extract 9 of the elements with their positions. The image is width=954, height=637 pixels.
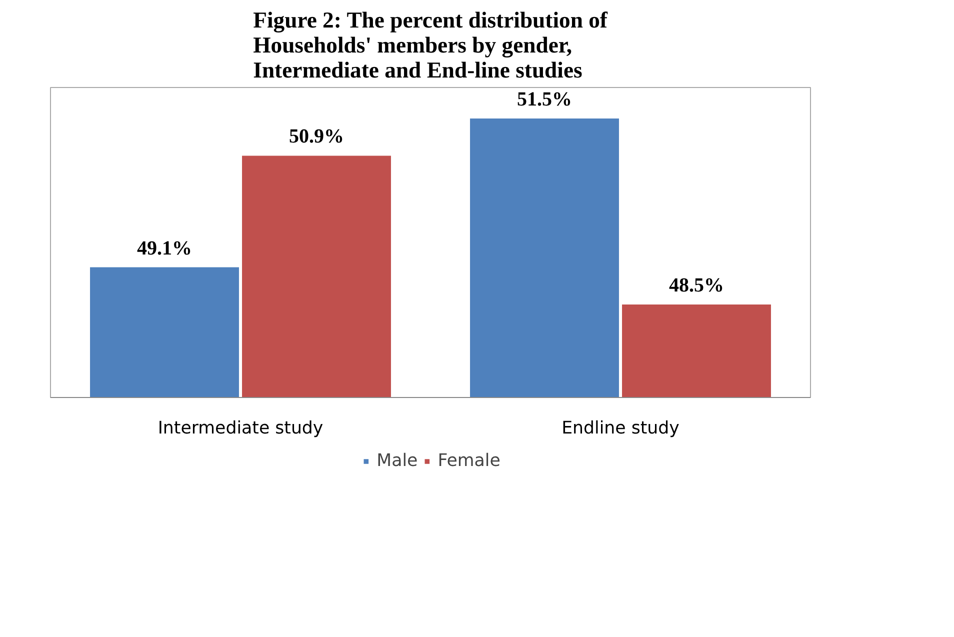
legend-label: Male [376,451,418,471]
data-label: 50.9% [289,126,344,148]
x-tick-label: Intermediate study [158,418,324,438]
chart-title: Figure 2: The percent distribution of Households' members by gender, Intermediate and End-line studies [253,8,608,82]
legend-label: Female [438,451,500,471]
data-label: 49.1% [137,237,192,260]
data-label: 51.5% [517,88,572,110]
data-label: 48.5% [669,274,724,296]
x-tick-label: Endline study [562,418,680,438]
